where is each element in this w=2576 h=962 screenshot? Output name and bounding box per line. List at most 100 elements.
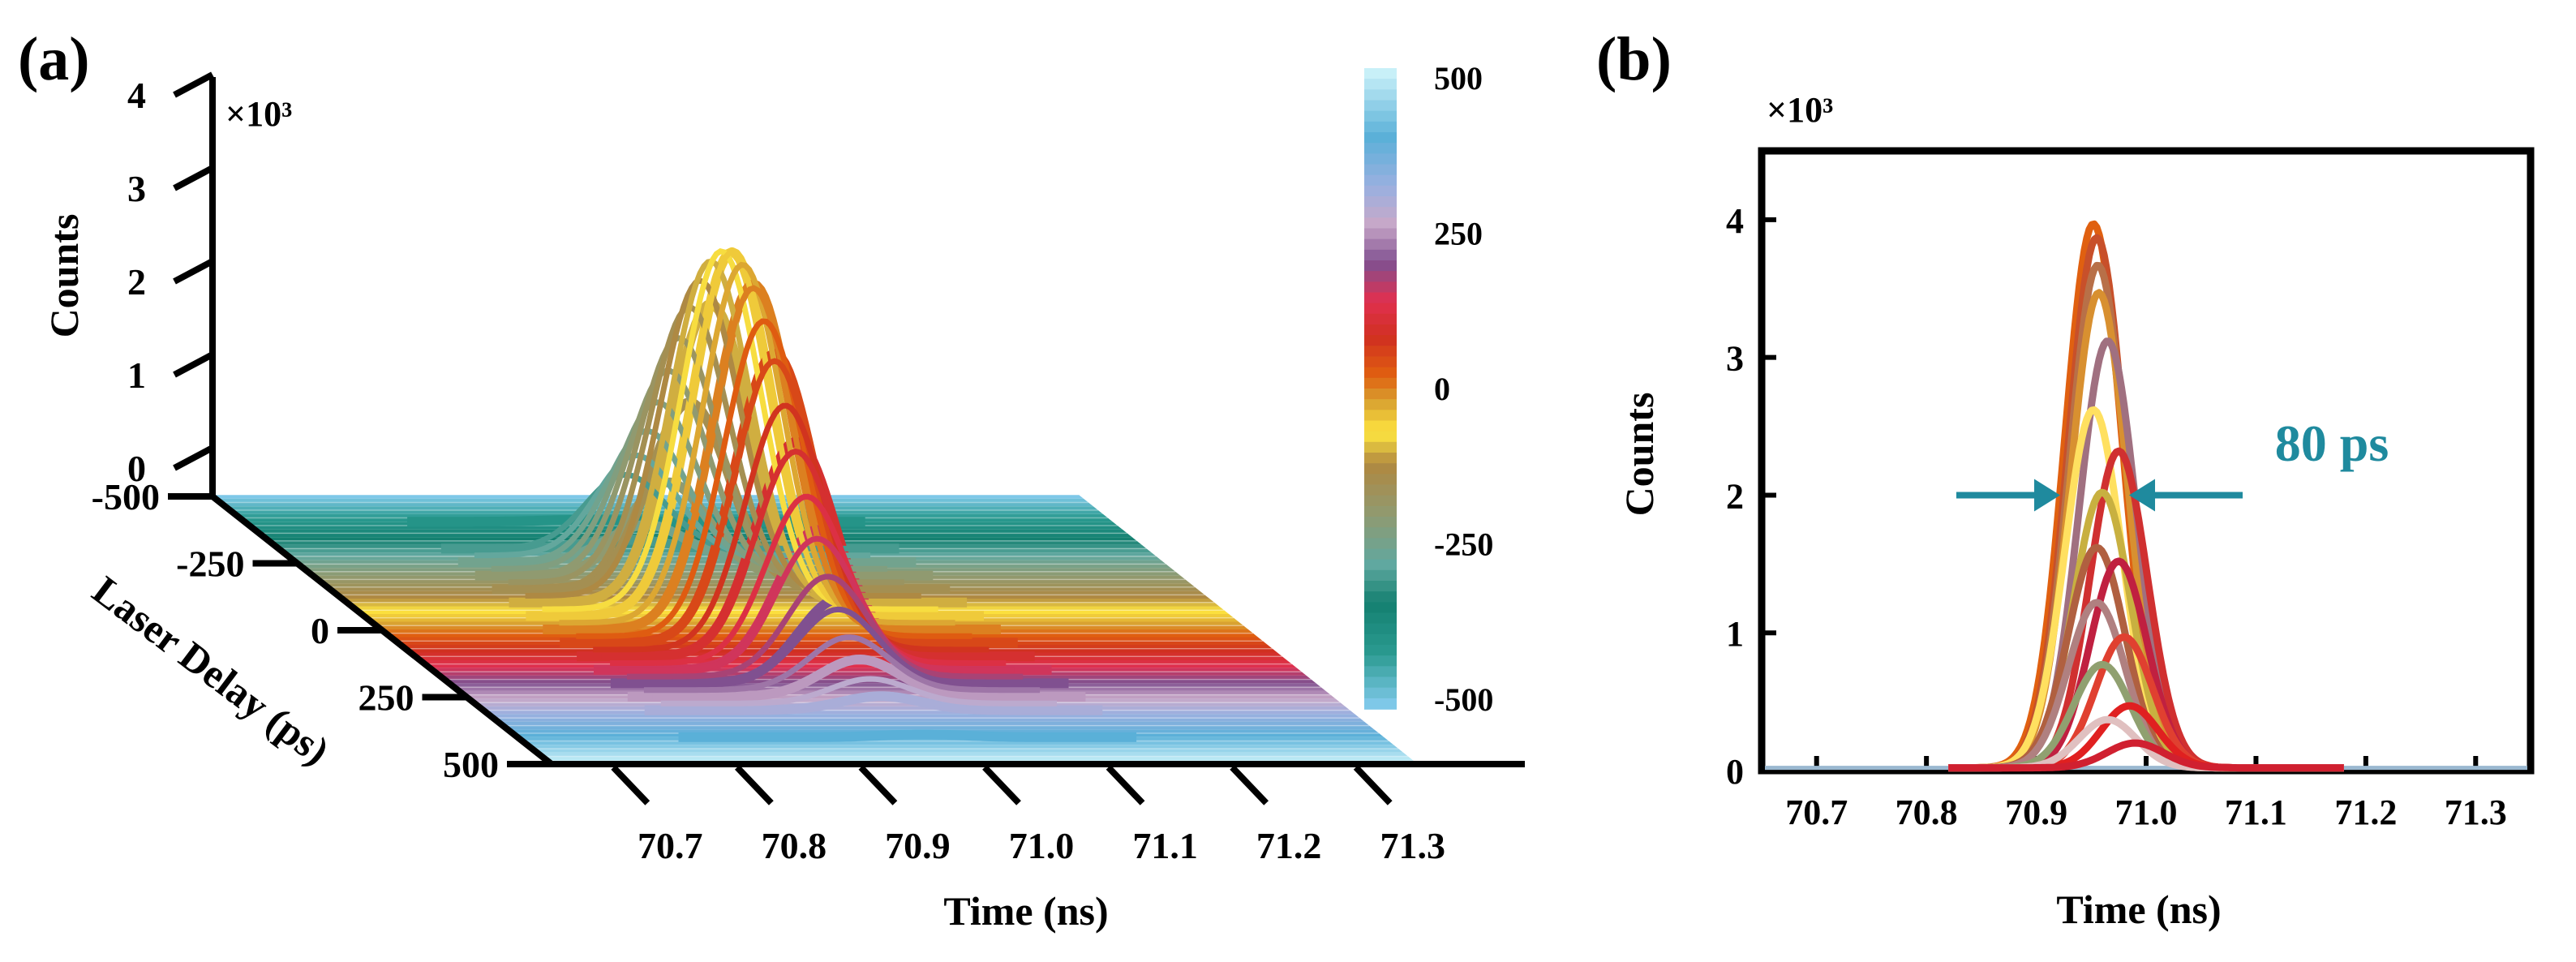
colorbar-segment xyxy=(1364,420,1397,432)
panel-b-annotation-text: 80 ps xyxy=(2275,414,2389,472)
colorbar-segment xyxy=(1364,228,1397,240)
z-tick xyxy=(173,351,214,378)
panel-a-curve xyxy=(635,606,1032,686)
panel-b-annotation xyxy=(1956,479,2243,512)
colorbar-segment xyxy=(1364,399,1397,411)
colorbar-segment xyxy=(1364,453,1397,464)
x-tick-label: 71.1 xyxy=(1132,825,1198,866)
colorbar-segment xyxy=(1364,79,1397,91)
z-tick-label: 3 xyxy=(127,168,146,209)
x-tick-label: 70.8 xyxy=(762,825,827,866)
colorbar-segment xyxy=(1364,687,1397,699)
colorbar-segment xyxy=(1364,645,1397,656)
floor-stripe xyxy=(226,506,1098,510)
panel-a-z-label: Counts xyxy=(41,214,87,338)
colorbar-segment xyxy=(1364,68,1397,79)
colorbar-segment xyxy=(1364,474,1397,486)
z-tick-label: 2 xyxy=(127,261,146,303)
floor-stripe xyxy=(542,756,1414,761)
x-tick xyxy=(1353,765,1393,805)
panel-b-y-multiplier: ×10³ xyxy=(1767,90,1833,130)
colorbar-segment xyxy=(1364,303,1397,315)
colorbar-segment xyxy=(1364,271,1397,283)
colorbar-segment xyxy=(1364,367,1397,379)
panel-a-curve xyxy=(542,248,938,612)
x-tick xyxy=(1106,765,1145,805)
panel-a-x-label: Time (ns) xyxy=(943,888,1108,934)
colorbar-segment xyxy=(1364,538,1397,550)
colorbar-segment xyxy=(1364,143,1397,155)
x-tick-label: 70.7 xyxy=(638,825,703,866)
b-y-tick-label: 2 xyxy=(1726,476,1744,516)
y-tick-label: -500 xyxy=(92,476,160,518)
colorbar-segment xyxy=(1364,463,1397,475)
x-tick xyxy=(1230,765,1269,805)
b-x-tick-label: 71.3 xyxy=(2445,792,2507,832)
b-y-tick-label: 4 xyxy=(1726,201,1744,241)
y-tick-label: 0 xyxy=(311,610,329,651)
colorbar-segment xyxy=(1364,132,1397,144)
z-tick xyxy=(173,444,214,471)
colorbar-segment xyxy=(1364,495,1397,507)
colorbar-segment xyxy=(1364,153,1397,165)
colorbar-segment xyxy=(1364,164,1397,176)
panel-a-curve xyxy=(669,691,1066,714)
colorbar-segment xyxy=(1364,569,1397,582)
z-tick xyxy=(173,71,214,98)
colorbar-segment xyxy=(1364,548,1397,560)
colorbar-segment xyxy=(1364,377,1397,389)
colorbar-tick-label: 0 xyxy=(1434,371,1450,407)
colorbar-segment xyxy=(1364,591,1397,603)
x-tick-label: 71.0 xyxy=(1009,825,1075,866)
z-tick xyxy=(173,165,214,191)
colorbar-segment xyxy=(1364,196,1397,208)
colorbar-segment xyxy=(1364,207,1397,219)
colorbar-segment xyxy=(1364,356,1397,368)
colorbar-segment xyxy=(1364,655,1397,668)
colorbar-segment xyxy=(1364,676,1397,689)
floor-stripe xyxy=(532,749,1404,753)
panel-a-label: (a) xyxy=(18,25,90,93)
colorbar-segment xyxy=(1364,410,1397,422)
colorbar-segment xyxy=(1364,623,1397,635)
colorbar-segment xyxy=(1364,612,1397,625)
colorbar-segment xyxy=(1364,581,1397,592)
colorbar-tick-label: -250 xyxy=(1434,526,1493,563)
colorbar-segment xyxy=(1364,217,1397,230)
colorbar-segment xyxy=(1364,238,1397,251)
b-x-tick-label: 71.2 xyxy=(2334,792,2397,832)
colorbar-segment xyxy=(1364,484,1397,496)
colorbar-segment xyxy=(1364,389,1397,400)
z-tick xyxy=(173,258,214,285)
floor-stripe xyxy=(498,721,1370,726)
colorbar-segment xyxy=(1364,313,1397,325)
panel-a-curve xyxy=(551,249,947,619)
colorbar-segment xyxy=(1364,559,1397,571)
b-x-tick-label: 70.9 xyxy=(2005,792,2067,832)
x-tick-label: 71.3 xyxy=(1380,825,1445,866)
panel-b-y-label: Counts xyxy=(1616,393,1662,517)
panel-a-curve xyxy=(652,657,1049,700)
colorbar-tick-label: -500 xyxy=(1434,681,1493,718)
b-x-tick-label: 70.8 xyxy=(1896,792,1958,832)
b-y-tick-label: 3 xyxy=(1726,339,1744,379)
colorbar-segment xyxy=(1364,110,1397,122)
colorbar-segment xyxy=(1364,346,1397,358)
panel-a-curve xyxy=(584,358,981,646)
colorbar-segment xyxy=(1364,335,1397,347)
colorbar-segment xyxy=(1364,89,1397,101)
panel-b-axes: 0 1 2 3 4 70.7 70.8 70.9 71.0 71.1 71.2 71.3 xyxy=(1726,147,2535,832)
panel-a-axes: 0 1 2 3 4 -500 -250 0 250 500 70.7 70.8 70.9 71.0 71.1… xyxy=(92,71,1525,866)
y-tick-label: -250 xyxy=(176,543,244,585)
panel-a-curve xyxy=(610,493,1007,666)
panel-b-curves xyxy=(1765,220,2527,772)
z-tick-label: 0 xyxy=(127,448,146,489)
x-tick-label: 71.2 xyxy=(1256,825,1322,866)
y-tick-label: 500 xyxy=(443,744,499,785)
panel-a-curve xyxy=(593,402,990,653)
panel-a-curve xyxy=(677,729,1138,742)
floor-stripe xyxy=(493,718,1365,722)
colorbar-tick-label: 250 xyxy=(1434,216,1483,252)
panel-a-z-multiplier: ×10³ xyxy=(225,94,292,134)
